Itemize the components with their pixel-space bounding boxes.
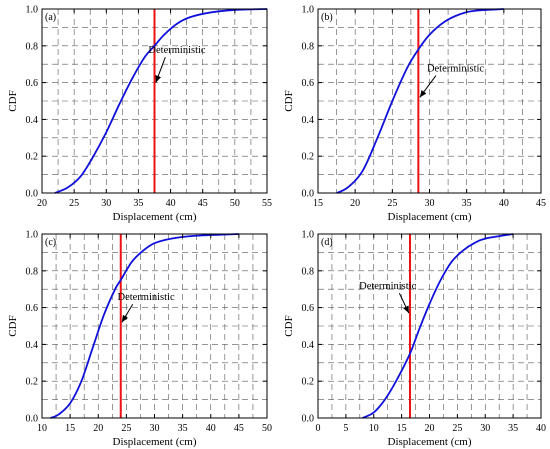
annotation-arrow (398, 292, 410, 314)
y-tick-label: 0.4 (302, 340, 315, 351)
y-tick-label: 1.0 (26, 5, 39, 16)
y-tick-label: 0.6 (26, 303, 39, 314)
panel-label: (b) (321, 12, 333, 23)
x-tick-label: 35 (133, 198, 143, 209)
annotation-arrow (121, 303, 134, 323)
x-tick-label: 30 (425, 198, 435, 209)
x-tick-label: 15 (65, 423, 75, 434)
y-tick-label: 0.2 (302, 377, 315, 388)
annotation-arrow (155, 56, 166, 83)
y-tick-label: 1.0 (26, 230, 39, 241)
x-tick-label: 20 (93, 423, 103, 434)
x-tick-label: 15 (397, 423, 407, 434)
y-tick-label: 0.4 (302, 115, 315, 126)
y-axis-title: CDF (7, 90, 19, 111)
panel-label: (a) (45, 12, 56, 23)
y-tick-label: 0.0 (302, 414, 315, 425)
cdf-curve (362, 233, 514, 419)
y-tick-label: 0.0 (302, 189, 315, 200)
x-tick-label: 10 (37, 423, 47, 434)
x-tick-label: 15 (313, 198, 323, 209)
y-axis-title: CDF (283, 90, 295, 111)
y-tick-label: 0.4 (26, 340, 39, 351)
deterministic-annotation: Deterministic (427, 64, 484, 75)
deterministic-annotation: Deterministic (117, 292, 174, 303)
x-tick-label: 30 (150, 423, 160, 434)
x-tick-label: 55 (262, 198, 272, 209)
y-tick-label: 1.0 (302, 230, 315, 241)
y-tick-label: 0.8 (302, 266, 315, 277)
x-tick-label: 40 (499, 198, 509, 209)
deterministic-annotation: Deterministic (359, 281, 416, 292)
y-axis-title: CDF (7, 315, 19, 336)
x-tick-label: 25 (69, 198, 79, 209)
y-tick-label: 0.2 (26, 377, 39, 388)
cdf-curve (54, 8, 268, 194)
cdf-curve (336, 8, 504, 194)
chart-panel-a: 20 25 30 35 40 45 50 55 0.0 0.2 0.4 0.6 0.8 1.0 Displa… (7, 5, 272, 224)
x-tick-label: 40 (206, 423, 216, 434)
y-tick-label: 0.0 (26, 189, 39, 200)
x-tick-label: 30 (480, 423, 490, 434)
panel-label: (c) (45, 237, 56, 248)
x-tick-label: 50 (230, 198, 240, 209)
chart-panel-c: 10 15 20 25 30 35 40 45 50 0.0 0.2 0.4 0.6 0.8 1.0 Disp… (7, 230, 272, 449)
y-tick-label: 0.4 (26, 115, 39, 126)
y-tick-label: 1.0 (302, 5, 315, 16)
y-tick-label: 0.6 (26, 78, 39, 89)
y-tick-label: 0.2 (302, 152, 315, 163)
x-axis-title: Displacement (cm) (113, 436, 197, 448)
panel-label: (d) (321, 237, 333, 248)
x-tick-label: 10 (369, 423, 379, 434)
x-tick-label: 35 (508, 423, 518, 434)
chart-panel-d: 0 5 10 15 20 25 30 35 40 0.0 0.2 0.4 0.6 0.8 1.0 Displa… (283, 230, 546, 449)
y-tick-label: 0.2 (26, 152, 39, 163)
x-tick-label: 45 (536, 198, 546, 209)
y-tick-label: 0.6 (302, 78, 315, 89)
x-tick-label: 25 (121, 423, 131, 434)
x-tick-label: 45 (234, 423, 244, 434)
x-tick-label: 35 (178, 423, 188, 434)
x-tick-label: 0 (316, 423, 321, 434)
x-tick-label: 50 (262, 423, 272, 434)
y-tick-label: 0.6 (302, 303, 315, 314)
y-tick-label: 0.0 (26, 414, 39, 425)
x-axis-title: Displacement (cm) (113, 211, 197, 223)
annotation-arrow (419, 75, 437, 98)
x-tick-label: 20 (425, 423, 435, 434)
x-tick-label: 35 (462, 198, 472, 209)
x-tick-label: 45 (198, 198, 208, 209)
y-tick-label: 0.8 (26, 41, 39, 52)
x-axis-title: Displacement (cm) (388, 436, 472, 448)
x-tick-label: 25 (387, 198, 397, 209)
x-tick-label: 20 (350, 198, 360, 209)
y-axis-title: CDF (283, 315, 295, 336)
x-tick-label: 20 (37, 198, 47, 209)
plot-frame (41, 8, 268, 194)
cdf-curve (50, 233, 239, 419)
x-tick-label: 40 (166, 198, 176, 209)
y-tick-label: 0.8 (302, 41, 315, 52)
x-axis-title: Displacement (cm) (388, 211, 472, 223)
deterministic-annotation: Deterministic (148, 45, 205, 56)
y-tick-label: 0.8 (26, 266, 39, 277)
x-tick-label: 40 (536, 423, 546, 434)
x-tick-label: 5 (343, 423, 348, 434)
x-tick-label: 25 (452, 423, 462, 434)
x-tick-label: 30 (101, 198, 111, 209)
chart-panel-b: 15 20 25 30 35 40 45 0.0 0.2 0.4 0.6 0.8 1.0 Displace… (283, 5, 546, 224)
